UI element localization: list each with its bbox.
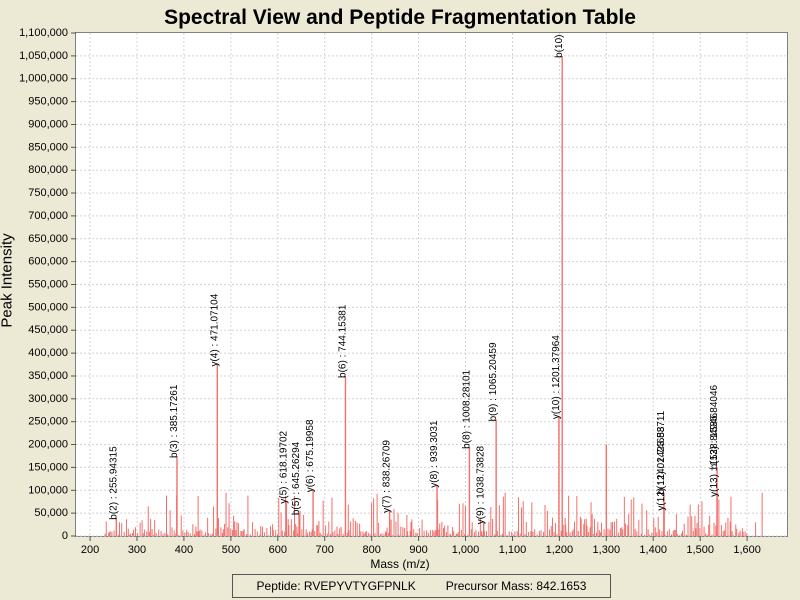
svg-text:300: 300 <box>128 544 146 556</box>
svg-text:550,000: 550,000 <box>28 279 68 291</box>
svg-text:b(5) : 645.26294: b(5) : 645.26294 <box>291 441 302 515</box>
svg-text:700: 700 <box>316 544 334 556</box>
svg-text:200: 200 <box>81 544 99 556</box>
svg-text:650,000: 650,000 <box>28 233 68 245</box>
svg-text:200,000: 200,000 <box>28 439 68 451</box>
svg-text:800,000: 800,000 <box>28 164 68 176</box>
svg-text:y(10) : 1201.37964: y(10) : 1201.37964 <box>551 335 562 419</box>
svg-text:b(3) : 385.17261: b(3) : 385.17261 <box>169 384 180 458</box>
svg-text:1,050,000: 1,050,000 <box>19 50 68 62</box>
svg-text:350,000: 350,000 <box>28 370 68 382</box>
svg-text:900,000: 900,000 <box>28 119 68 131</box>
svg-text:600: 600 <box>269 544 287 556</box>
svg-text:y(13) : 1528.84946: y(13) : 1528.84946 <box>709 412 720 496</box>
svg-text:1,100,000: 1,100,000 <box>19 27 68 39</box>
svg-text:b(6) : 744.15381: b(6) : 744.15381 <box>337 304 348 378</box>
svg-text:y(9) : 1038.73828: y(9) : 1038.73828 <box>476 445 487 524</box>
svg-text:y(7) : 838.26709: y(7) : 838.26709 <box>382 440 393 513</box>
svg-text:850,000: 850,000 <box>28 141 68 153</box>
svg-text:1,500: 1,500 <box>686 544 714 556</box>
svg-text:400,000: 400,000 <box>28 347 68 359</box>
svg-text:1,600: 1,600 <box>733 544 761 556</box>
svg-text:300,000: 300,000 <box>28 393 68 405</box>
svg-text:250,000: 250,000 <box>28 416 68 428</box>
svg-text:500,000: 500,000 <box>28 301 68 313</box>
svg-text:500: 500 <box>222 544 240 556</box>
svg-text:y(12) : 1402.74688: y(12) : 1402.74688 <box>656 426 667 510</box>
svg-text:b(10): b(10) <box>554 35 565 58</box>
svg-text:950,000: 950,000 <box>28 96 68 108</box>
svg-text:1,100: 1,100 <box>499 544 527 556</box>
svg-text:b(8) : 1008.28101: b(8) : 1008.28101 <box>461 369 472 448</box>
svg-text:y(4) : 471.07104: y(4) : 471.07104 <box>209 293 220 366</box>
svg-text:y(6) : 675.19958: y(6) : 675.19958 <box>305 419 316 492</box>
svg-text:y(5) : 618.19702: y(5) : 618.19702 <box>278 430 289 503</box>
svg-text:1,000: 1,000 <box>452 544 480 556</box>
svg-text:600,000: 600,000 <box>28 256 68 268</box>
svg-text:800: 800 <box>363 544 381 556</box>
svg-text:y(8) : 939.3031: y(8) : 939.3031 <box>429 420 440 488</box>
svg-text:1,000,000: 1,000,000 <box>19 73 68 85</box>
svg-text:50,000: 50,000 <box>34 507 68 519</box>
svg-text:b(9) : 1065.20459: b(9) : 1065.20459 <box>488 342 499 421</box>
svg-text:750,000: 750,000 <box>28 187 68 199</box>
svg-text:1,200: 1,200 <box>546 544 574 556</box>
svg-text:900: 900 <box>409 544 427 556</box>
svg-text:100,000: 100,000 <box>28 484 68 496</box>
svg-text:1,400: 1,400 <box>639 544 667 556</box>
svg-text:1,300: 1,300 <box>593 544 621 556</box>
svg-text:700,000: 700,000 <box>28 210 68 222</box>
svg-text:150,000: 150,000 <box>28 461 68 473</box>
svg-text:400: 400 <box>175 544 193 556</box>
svg-text:0: 0 <box>62 530 68 542</box>
svg-text:b(2) : 255.94315: b(2) : 255.94315 <box>108 446 119 520</box>
svg-text:450,000: 450,000 <box>28 324 68 336</box>
